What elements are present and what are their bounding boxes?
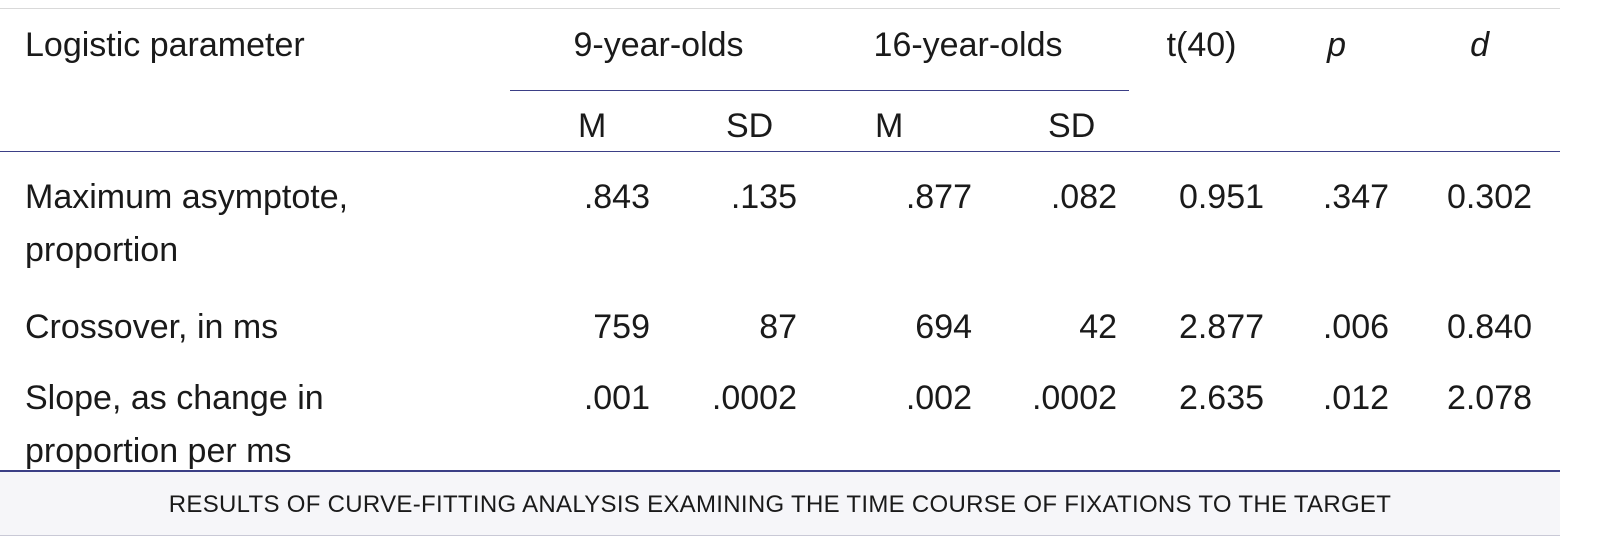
- p-header: p: [1327, 26, 1346, 64]
- m2-cell: .877: [905, 178, 973, 216]
- m2-header: M: [875, 107, 904, 145]
- t-cell: 2.877: [1178, 308, 1265, 346]
- sd2-header: SD: [1048, 107, 1096, 145]
- d-cell: 0.302: [1446, 178, 1533, 216]
- p-cell: .347: [1322, 178, 1390, 216]
- top-border: [0, 8, 1560, 9]
- table-caption: RESULTS OF CURVE-FITTING ANALYSIS EXAMIN…: [0, 470, 1560, 536]
- group1-label: 9-year-olds: [573, 26, 744, 64]
- m1-cell: .001: [583, 379, 650, 417]
- m1-cell: 759: [593, 308, 650, 346]
- t-cell: 2.635: [1178, 379, 1265, 417]
- header-separator: [0, 151, 1560, 152]
- table-row: Crossover, in ms 759 87 694 42 2.877 .00…: [0, 292, 1560, 363]
- group2-rule: [807, 90, 1130, 91]
- m2-cell: .002: [905, 379, 973, 417]
- d-cell: 0.840: [1446, 308, 1533, 346]
- row-label: Slope, as change in proportion per ms: [25, 379, 324, 470]
- d-cell: 2.078: [1446, 379, 1533, 417]
- results-table: Logistic parameter 9-year-olds 16-year-o…: [0, 9, 1560, 484]
- sd2-cell: 42: [1079, 308, 1118, 346]
- d-header: d: [1470, 26, 1489, 64]
- m2-cell: 694: [915, 308, 973, 346]
- m1-cell: .843: [583, 178, 650, 216]
- p-cell: .012: [1322, 379, 1390, 417]
- group-9-year-olds-header: 9-year-olds: [510, 9, 808, 91]
- sd1-cell: .0002: [711, 379, 798, 417]
- group2-label: 16-year-olds: [873, 26, 1063, 64]
- t-cell: 0.951: [1178, 178, 1265, 216]
- header-row-stats: M SD M SD: [0, 91, 1560, 162]
- row-label: Crossover, in ms: [25, 308, 279, 346]
- table-row: Maximum asymptote, proportion .843 .135 …: [0, 162, 1560, 292]
- sd2-cell: .0002: [1031, 379, 1118, 417]
- p-cell: .006: [1322, 308, 1390, 346]
- param-header: Logistic parameter: [25, 26, 305, 64]
- results-table-figure: Logistic parameter 9-year-olds 16-year-o…: [0, 8, 1560, 536]
- table-row: Slope, as change in proportion per ms .0…: [0, 363, 1560, 484]
- sd1-cell: 87: [759, 308, 798, 346]
- m1-header: M: [578, 107, 607, 145]
- t-header: t(40): [1166, 26, 1237, 64]
- group1-rule: [510, 90, 808, 91]
- sd1-header: SD: [726, 107, 774, 145]
- sd1-cell: .135: [730, 178, 798, 216]
- sd2-cell: .082: [1050, 178, 1118, 216]
- row-label: Maximum asymptote, proportion: [25, 178, 349, 269]
- group-16-year-olds-header: 16-year-olds: [807, 9, 1130, 91]
- header-row-groups: Logistic parameter 9-year-olds 16-year-o…: [0, 9, 1560, 91]
